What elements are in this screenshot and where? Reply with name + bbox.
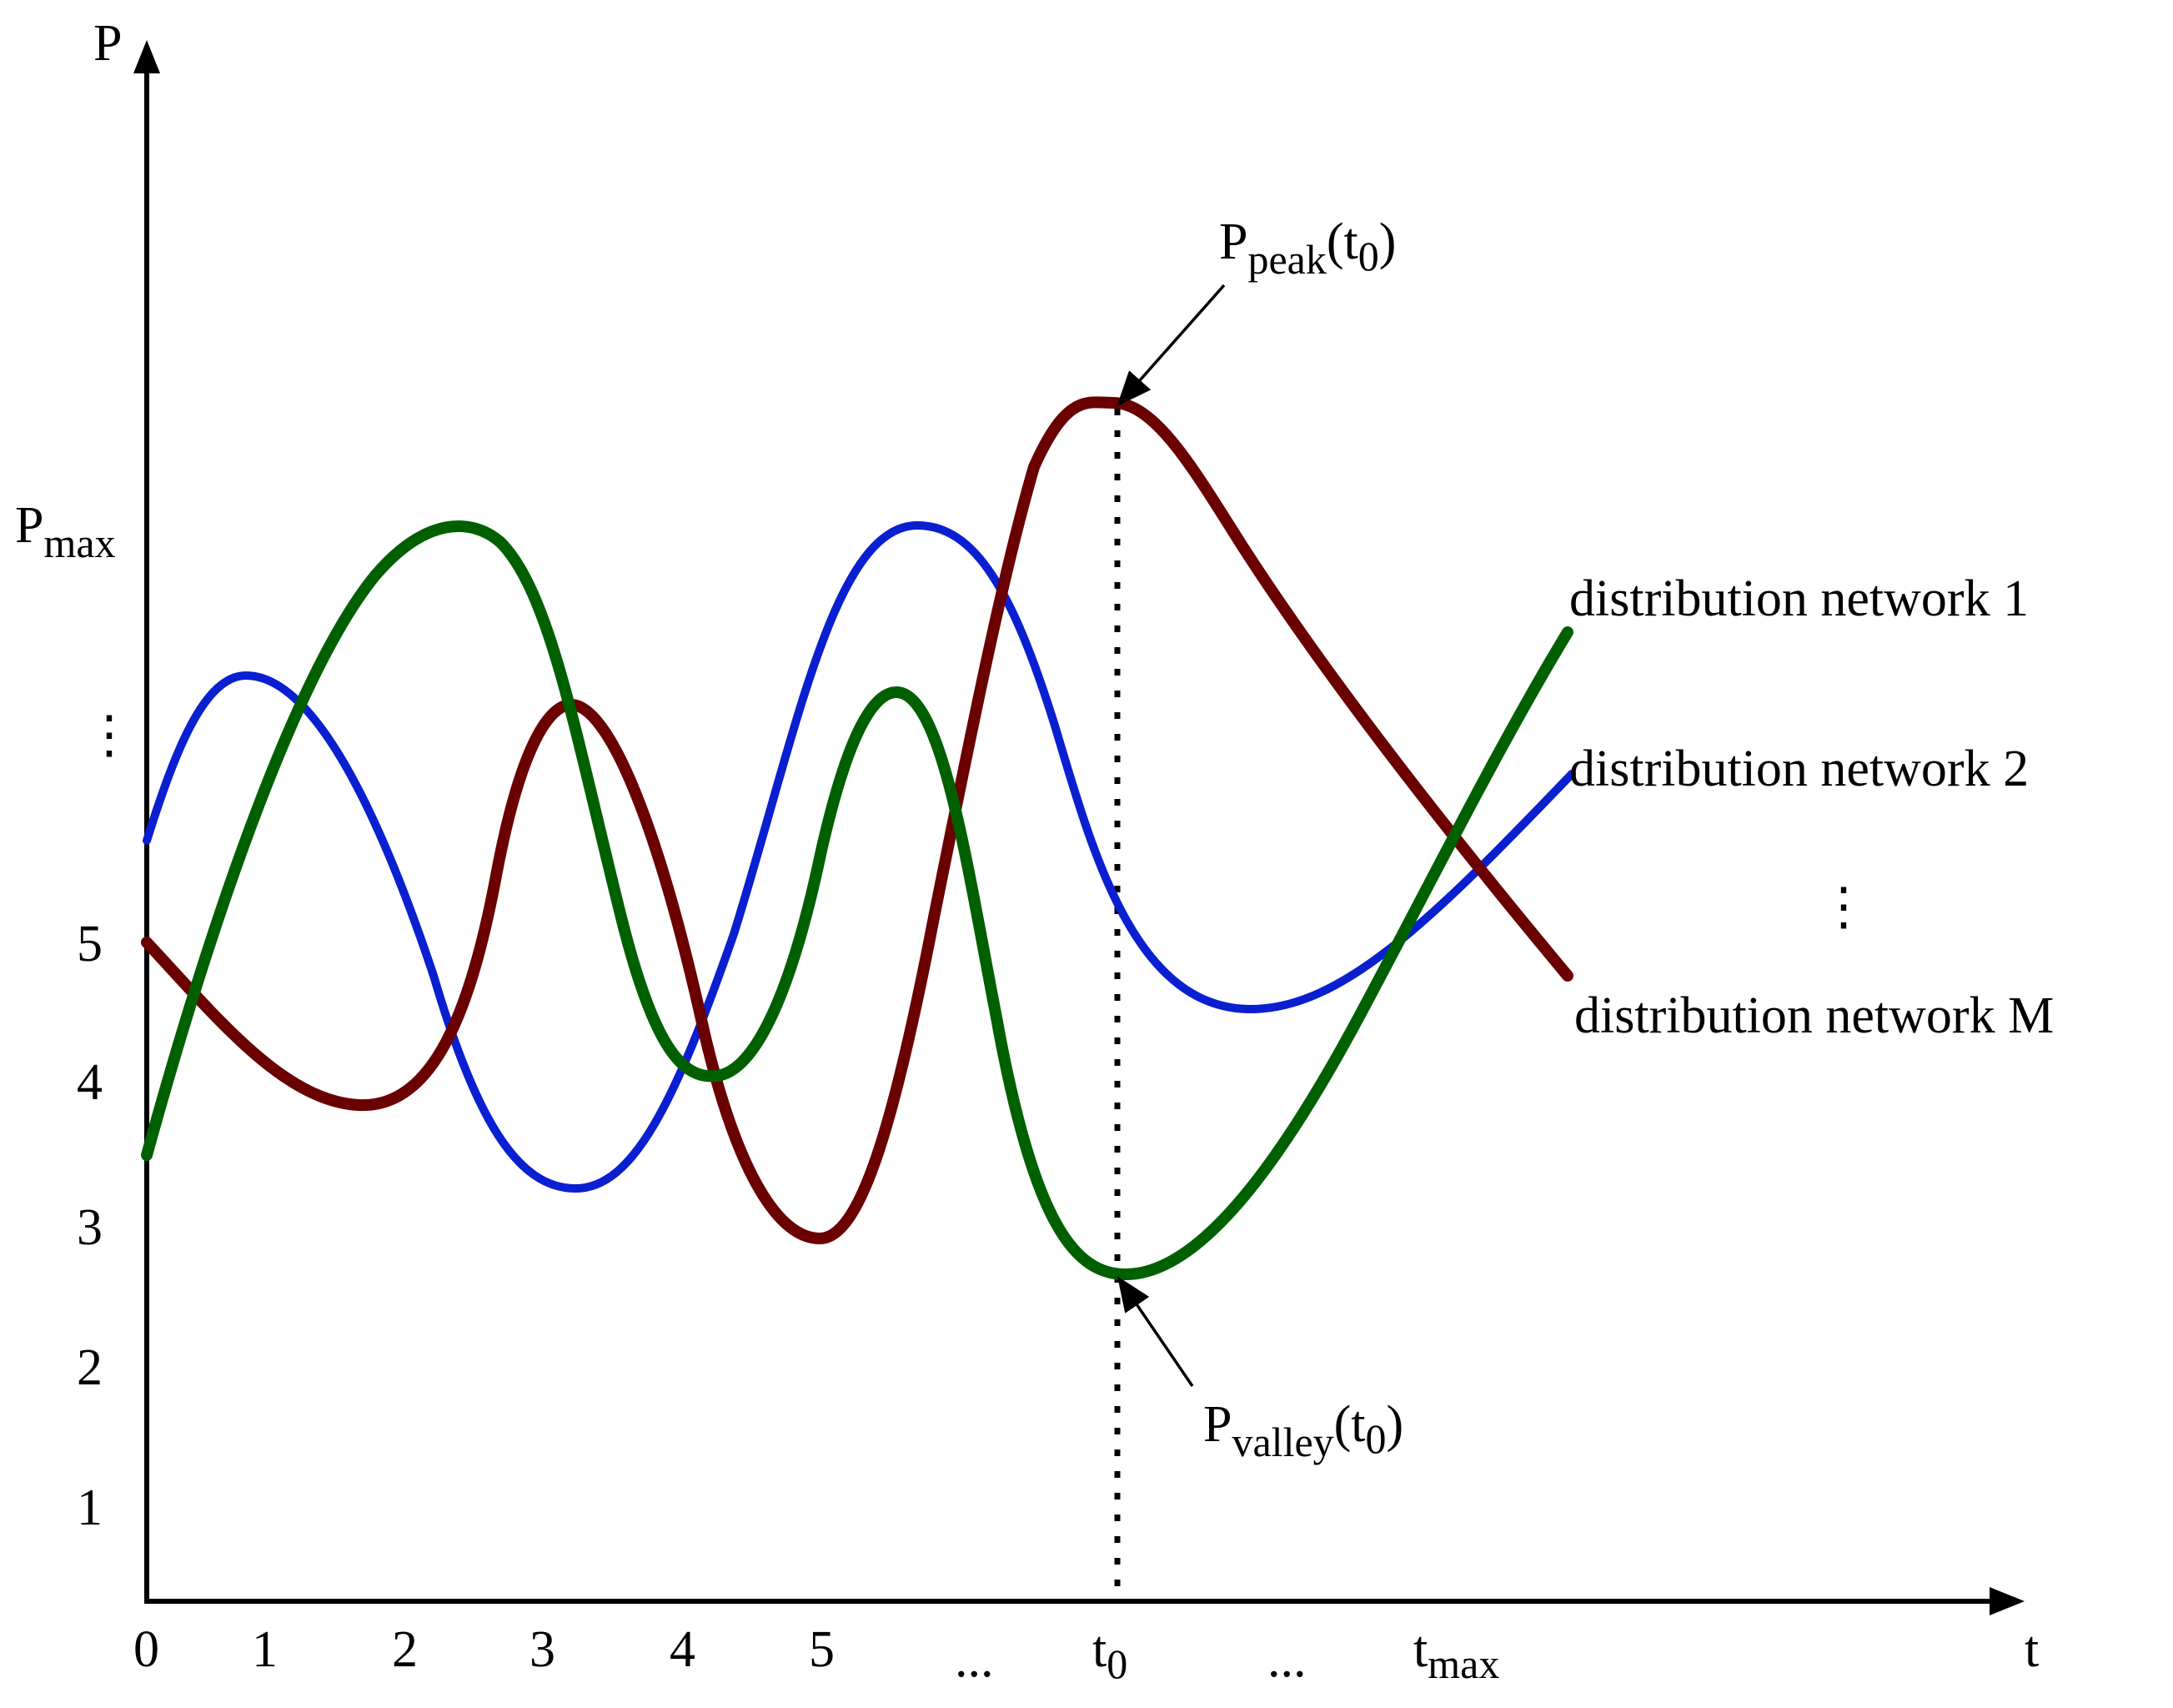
valley-label: Pvalley(t0): [1203, 1396, 1403, 1465]
x-tick-label: 1: [252, 1621, 278, 1678]
y-tick-label: 2: [77, 1339, 103, 1396]
y-tick-label: 3: [77, 1199, 103, 1256]
distribution-network-2-curve: [143, 520, 1576, 1193]
x-tick-label: 0: [133, 1621, 159, 1678]
peak-annotation-arrow: [1117, 284, 1226, 407]
valley-annotation-arrow: [1117, 1276, 1194, 1387]
y-axis-arrowhead: [133, 40, 160, 73]
legend-label-network-1: distribution network 1: [1569, 570, 2029, 627]
x-tick-ellipsis: ...: [955, 1631, 994, 1688]
y-tick-label: 1: [77, 1479, 103, 1536]
legend-label-network-M: distribution network M: [1574, 987, 2054, 1044]
legend-label-network-2: distribution network 2: [1569, 741, 2029, 797]
peak-label: Ppeak(t0): [1219, 214, 1396, 283]
x-tick-label: 3: [529, 1621, 555, 1678]
x-tick-tmax: tmax: [1413, 1621, 1499, 1687]
y-tick-ellipsis: ⋮: [83, 707, 135, 764]
distribution-network-1-curve: [141, 520, 1573, 1281]
x-tick-ellipsis: ...: [1267, 1631, 1307, 1688]
legend-ellipsis: ⋮: [1818, 879, 1869, 936]
x-axis-title: t: [2025, 1621, 2039, 1678]
y-tick-label: 4: [77, 1054, 103, 1111]
x-tick-t0: t0: [1092, 1621, 1127, 1687]
y-max-label: Pmax: [15, 497, 116, 566]
distribution-network-M-curve: [141, 396, 1573, 1245]
y-axis-title: P: [93, 15, 122, 72]
y-tick-label: 5: [77, 916, 103, 972]
x-tick-label: 2: [392, 1621, 418, 1678]
x-axis-arrowhead: [1990, 1587, 2025, 1615]
x-tick-label: 4: [670, 1621, 695, 1678]
x-tick-label: 5: [809, 1621, 835, 1678]
